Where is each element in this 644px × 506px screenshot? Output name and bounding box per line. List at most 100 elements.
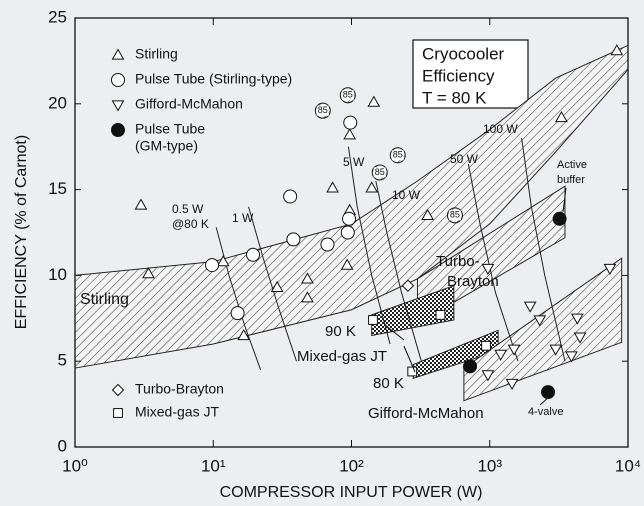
legend-marker (111, 123, 125, 137)
data-point (230, 306, 245, 321)
data-point (367, 95, 381, 107)
pointer (403, 345, 416, 373)
iso-power-line (467, 163, 519, 362)
iso-line-label: 1 W (232, 211, 254, 225)
y-tick-label: 25 (48, 7, 67, 26)
annotation: 80 K (373, 375, 404, 392)
legend-label: Gifford-McMahon (135, 96, 243, 112)
legend-marker (111, 383, 125, 397)
x-tick-label: 10⁴ (615, 456, 641, 475)
data-point (610, 44, 624, 56)
data-point (343, 115, 358, 130)
legend-label: Mixed-gas JT (135, 404, 219, 420)
data-point (552, 211, 567, 226)
data-point (326, 181, 339, 193)
data-point (541, 385, 556, 400)
data-point (237, 328, 251, 341)
legend-label: (GM-type) (135, 138, 198, 154)
labeled-point-bg (391, 150, 404, 161)
pointer (562, 187, 567, 213)
y-tick-label: 5 (58, 351, 67, 370)
iso-power-line (347, 146, 391, 345)
legend-label: Stirling (135, 46, 178, 62)
iso-power-line (248, 206, 297, 362)
data-point (407, 366, 418, 377)
data-point (435, 309, 446, 320)
title-box (412, 39, 529, 109)
x-tick-label: 10² (339, 456, 364, 475)
x-tick-label: 10³ (477, 456, 502, 475)
iso-power-line (215, 227, 262, 370)
annotation: Gifford-McMahon (368, 405, 484, 422)
y-axis-label: EFFICIENCY (% of Carnot) (13, 135, 30, 329)
data-point (481, 340, 491, 351)
data-point (216, 255, 230, 267)
data-point (603, 263, 617, 276)
title-line: Efficiency (422, 66, 495, 85)
data-point (320, 237, 335, 252)
data-point (134, 198, 148, 210)
iso-power-line (375, 180, 422, 362)
iso-power-line (521, 138, 566, 362)
annotation: Active (557, 159, 587, 171)
y-tick-label: 0 (58, 436, 67, 455)
data-point (565, 351, 578, 363)
data-point (368, 315, 378, 325)
data-point (570, 313, 584, 325)
annotation: 90 K (325, 323, 356, 340)
data-point (283, 189, 298, 204)
data-point (507, 344, 521, 356)
y-tick-label: 15 (48, 179, 67, 198)
data-point (481, 263, 495, 276)
data-point (555, 111, 568, 123)
x-tick-label: 10⁰ (62, 456, 88, 475)
iso-line-label: @80 K (172, 217, 209, 231)
data-point (342, 211, 357, 226)
x-tick-label: 10¹ (201, 456, 226, 475)
data-point (533, 315, 547, 327)
data-point (270, 280, 284, 293)
data-point (142, 267, 155, 279)
labeled-point-bg (316, 105, 329, 116)
labeled-point-bg (373, 167, 386, 178)
labeled-point-label: 85 (343, 90, 353, 100)
data-point (301, 272, 314, 284)
data-point (463, 359, 478, 374)
annotation: buffer (557, 174, 585, 186)
plot-area (74, 44, 629, 402)
pointer (384, 324, 405, 341)
iso-line-label: 0.5 W (172, 202, 204, 216)
labeled-point-label: 85 (450, 210, 460, 220)
data-point (421, 208, 434, 220)
data-point (573, 332, 587, 344)
pointer (539, 395, 551, 406)
data-point (286, 232, 301, 247)
legend-marker (111, 73, 125, 87)
data-point (549, 344, 563, 356)
data-point (481, 370, 495, 382)
title-line: T = 80 K (422, 88, 487, 107)
legend-label: Pulse Tube (Stirling-type) (135, 71, 292, 87)
data-point (246, 247, 261, 262)
annotation: 4-valve (528, 406, 563, 418)
annotation: Turbo- (436, 253, 480, 270)
data-point (494, 349, 508, 361)
labeled-point-bg (341, 90, 354, 101)
legend-marker (111, 48, 125, 60)
region (371, 284, 455, 337)
legend-label: Turbo-Brayton (135, 381, 224, 397)
data-point (523, 301, 537, 313)
y-tick-label: 20 (48, 93, 67, 112)
legend-marker (113, 408, 123, 418)
data-point (340, 225, 355, 240)
annotation: Brayton (447, 273, 499, 290)
iso-line-label: 50 W (450, 152, 479, 166)
labeled-point-label: 85 (375, 167, 385, 177)
data-point (340, 258, 354, 270)
data-point (205, 258, 220, 273)
legend-marker (111, 100, 125, 112)
annotation: Mixed-gas JT (297, 348, 387, 365)
data-point (365, 181, 379, 193)
x-axis-label: COMPRESSOR INPUT POWER (W) (220, 484, 483, 501)
